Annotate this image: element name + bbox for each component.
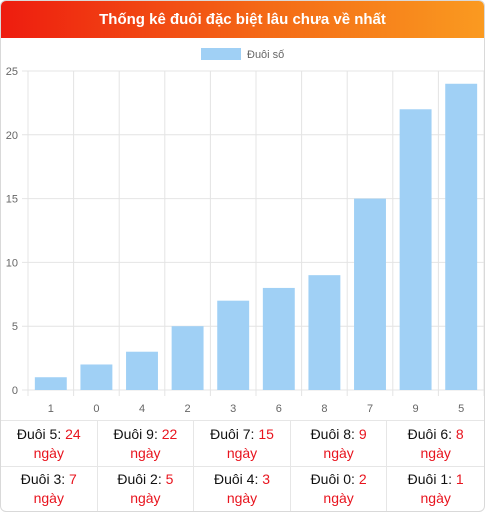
y-tick-label: 5 — [12, 321, 18, 333]
bar — [354, 198, 386, 390]
x-tick-label: 4 — [139, 403, 145, 415]
stat-label: Đuôi 6: — [407, 425, 453, 442]
bar — [80, 364, 113, 390]
x-tick-label: 8 — [321, 403, 327, 415]
stat-value: 7 — [69, 471, 77, 487]
stat-unit: ngày — [226, 444, 258, 461]
stat-value: 1 — [455, 471, 464, 487]
x-tick-label: 5 — [458, 403, 464, 415]
stat-unit: ngày — [33, 444, 64, 461]
stat-value: 24 — [65, 425, 81, 442]
x-tick-label: 6 — [276, 403, 282, 415]
stat-value: 2 — [358, 471, 367, 487]
y-tick-label: 10 — [6, 257, 18, 269]
x-tick-label: 0 — [93, 403, 99, 415]
stat-unit: ngày — [130, 490, 161, 506]
bar — [126, 351, 158, 390]
page-title: Thống kê đuôi đặc biệt lâu chưa về nhất — [99, 11, 386, 28]
y-tick-label: 20 — [6, 130, 18, 142]
stat-unit: ngày — [323, 444, 354, 461]
legend-label: Đuôi số — [247, 49, 284, 61]
stat-value: 8 — [455, 425, 464, 442]
bar — [445, 83, 478, 390]
stat-unit: ngày — [226, 490, 258, 506]
stat-cell: Đuôi 1: 1 ngày — [387, 466, 484, 511]
stat-label: Đuôi 3: — [20, 471, 66, 487]
stat-label: Đuôi 1: — [407, 471, 453, 487]
stat-value: 9 — [358, 425, 367, 442]
stat-value: 5 — [165, 471, 174, 487]
stat-label: Đuôi 2: — [117, 471, 162, 487]
stat-label: Đuôi 8: — [310, 425, 355, 442]
stat-cell: Đuôi 7: 15 ngày — [194, 420, 291, 466]
legend-swatch — [201, 48, 241, 60]
bar — [399, 109, 432, 390]
stat-cell: Đuôi 2: 5 ngày — [97, 466, 195, 511]
stat-label: Đuôi 0: — [310, 471, 355, 487]
stat-unit: ngày — [323, 490, 354, 506]
header-bar: Thống kê đuôi đặc biệt lâu chưa về nhất — [1, 1, 484, 38]
stat-cell: Đuôi 5: 24 ngày — [1, 420, 98, 466]
x-tick-label: 9 — [413, 403, 419, 415]
y-tick-label: 15 — [6, 194, 18, 206]
stat-cell: Đuôi 6: 8 ngày — [387, 420, 484, 466]
stat-unit: ngày — [420, 490, 451, 506]
y-tick-label: 25 — [6, 66, 18, 78]
bar — [171, 326, 204, 390]
stat-cell: Đuôi 9: 22 ngày — [97, 420, 195, 466]
stat-cell: Đuôi 0: 2 ngày — [290, 466, 388, 511]
stat-cell: Đuôi 8: 9 ngày — [290, 420, 388, 466]
stat-cell: Đuôi 3: 7 ngày — [1, 466, 98, 511]
stat-label: Đuôi 5: — [16, 425, 62, 442]
stat-label: Đuôi 7: — [210, 425, 255, 442]
bar — [262, 287, 295, 390]
stat-value: 15 — [258, 425, 274, 442]
stat-value: 22 — [161, 425, 178, 442]
x-tick-label: 3 — [230, 403, 236, 415]
bar — [308, 275, 341, 390]
stat-label: Đuôi 9: — [113, 425, 158, 442]
stat-unit: ngày — [130, 444, 161, 461]
stat-value: 3 — [262, 471, 271, 487]
bar — [217, 300, 250, 390]
y-tick-label: 0 — [12, 385, 18, 397]
x-tick-label: 2 — [185, 403, 191, 415]
stats-table: Đuôi 5: 24 ngày Đuôi 9: 22 ngày Đuôi 7: … — [1, 420, 484, 511]
bar — [34, 377, 67, 390]
stat-cell: Đuôi 4: 3 ngày — [194, 466, 291, 511]
stat-unit: ngày — [420, 444, 451, 461]
x-tick-label: 1 — [48, 403, 54, 415]
stat-unit: ngày — [33, 490, 64, 506]
stat-label: Đuôi 4: — [213, 471, 259, 487]
x-tick-label: 7 — [367, 403, 373, 415]
